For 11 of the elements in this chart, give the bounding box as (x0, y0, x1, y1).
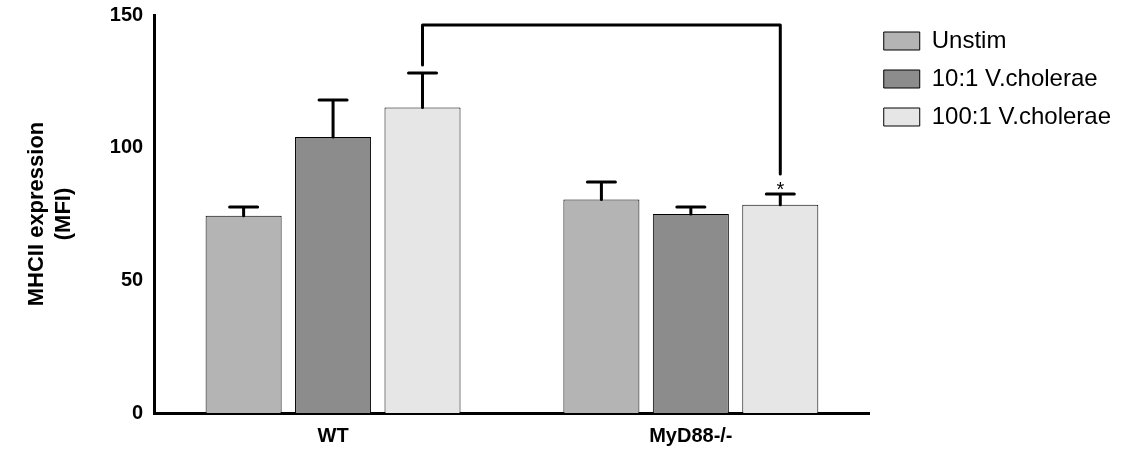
legend-label: Unstim (931, 25, 1007, 53)
y-tick-label: 50 (120, 267, 144, 290)
y-axis-title: MHCII expression (MFI) (23, 121, 75, 307)
x-tick-label: MyD88-/- (649, 423, 733, 446)
y-tick-label: 100 (109, 135, 144, 158)
y-tick-label: 150 (109, 2, 144, 25)
x-tick-label: WT (317, 423, 349, 446)
y-tick-label: 0 (132, 400, 144, 423)
legend-label: 100:1 V.cholerae (931, 101, 1111, 129)
annotation: * (776, 177, 785, 200)
legend-label: 10:1 V.cholerae (931, 63, 1098, 91)
